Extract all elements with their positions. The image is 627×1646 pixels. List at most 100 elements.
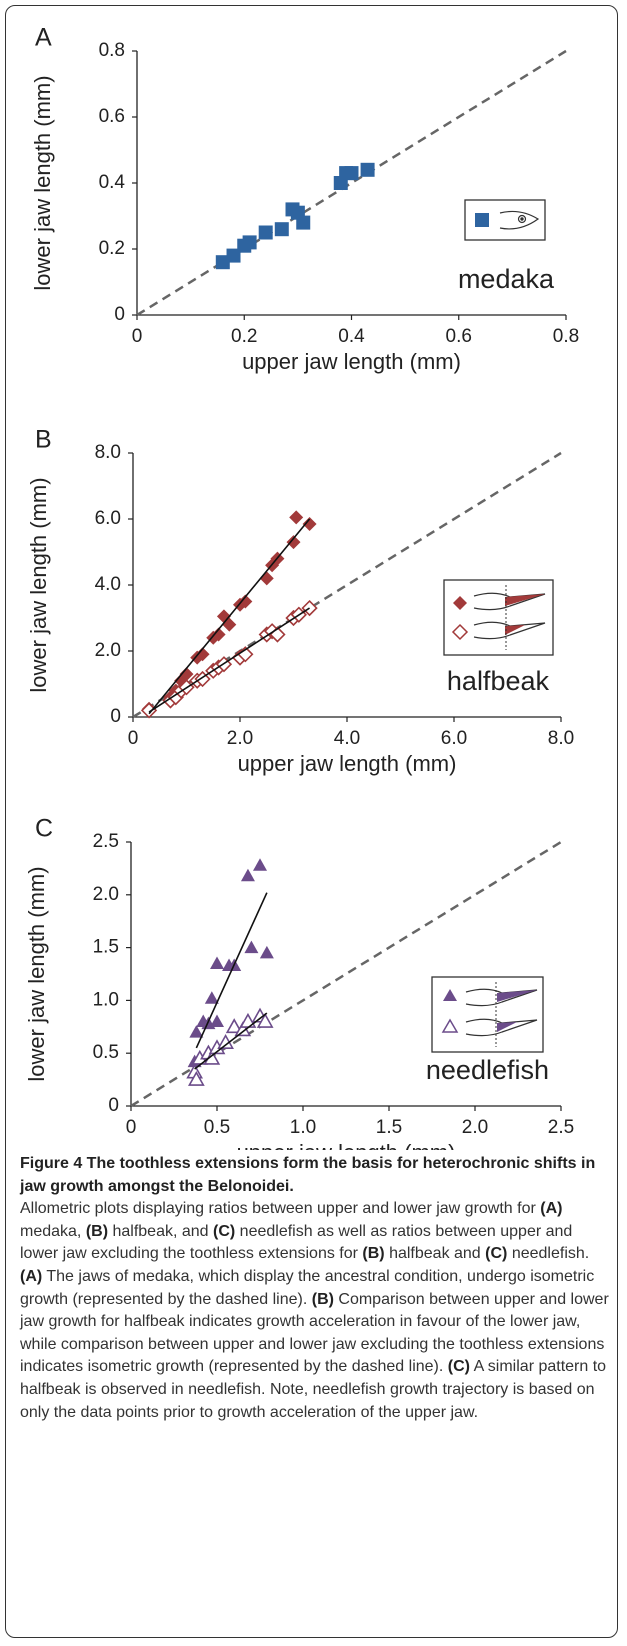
point bbox=[189, 1025, 204, 1038]
point bbox=[302, 516, 317, 531]
point bbox=[344, 166, 359, 181]
fish-icon bbox=[473, 621, 546, 640]
y-tick-label: 0 bbox=[108, 1095, 119, 1116]
y-tick-label: 1.5 bbox=[93, 937, 119, 958]
legend-marker bbox=[451, 623, 469, 641]
fish-jaw bbox=[497, 990, 537, 1002]
x-tick-label: 2.0 bbox=[462, 1117, 488, 1138]
caption-panel-ref: (B) bbox=[311, 1290, 334, 1308]
x-tick-label: 4.0 bbox=[334, 728, 360, 749]
y-tick-label: 8.0 bbox=[95, 442, 121, 463]
x-tick-label: 2.5 bbox=[548, 1117, 574, 1138]
figure-frame bbox=[5, 5, 618, 1638]
point bbox=[210, 1014, 224, 1028]
caption-text: medaka, bbox=[20, 1222, 86, 1240]
point bbox=[274, 222, 289, 237]
legend-marker bbox=[453, 596, 467, 610]
y-tick-label: 0.8 bbox=[99, 40, 125, 61]
panel-letter: C bbox=[35, 815, 53, 843]
legend-box bbox=[431, 976, 544, 1053]
fish-icon bbox=[465, 1018, 538, 1037]
point bbox=[289, 510, 304, 525]
y-tick-label: 4.0 bbox=[95, 574, 121, 595]
y-axis-title: lower jaw length (mm) bbox=[26, 477, 51, 692]
legend-a bbox=[464, 199, 546, 241]
species-label: medaka bbox=[458, 264, 555, 294]
caption-panel-ref: (C) bbox=[485, 1245, 508, 1263]
fish-pupil bbox=[520, 217, 524, 221]
panel-letter: A bbox=[35, 24, 52, 52]
legend-marker bbox=[443, 989, 457, 1001]
caption-text: A similar pattern to halfbeak is observe… bbox=[20, 1358, 607, 1421]
fish-jaw bbox=[497, 1022, 517, 1032]
caption-panel-ref: (A) bbox=[540, 1200, 563, 1218]
y-tick-label: 6.0 bbox=[95, 508, 121, 529]
legend-marker bbox=[475, 213, 489, 227]
y-tick-label: 0.2 bbox=[99, 238, 125, 259]
point bbox=[256, 1012, 274, 1028]
trend-line bbox=[148, 607, 310, 713]
point bbox=[286, 535, 301, 550]
legend-c bbox=[431, 976, 544, 1053]
point bbox=[179, 667, 194, 682]
y-tick-label: 0 bbox=[110, 706, 121, 727]
x-axis-title: upper jaw length (mm) bbox=[242, 349, 461, 374]
point bbox=[242, 235, 257, 250]
y-tick-label: 0 bbox=[114, 304, 125, 325]
x-tick-label: 1.5 bbox=[376, 1117, 402, 1138]
point bbox=[211, 627, 226, 642]
x-tick-label: 0.8 bbox=[553, 326, 579, 347]
fish-jaw bbox=[505, 625, 525, 635]
caption-text: needlefish. bbox=[507, 1245, 590, 1263]
figure-caption: Figure 4 The toothless extensions form t… bbox=[20, 1153, 610, 1424]
trend-line bbox=[195, 892, 268, 1049]
point bbox=[210, 956, 224, 969]
x-axis-title: upper jaw length (mm) bbox=[237, 1140, 456, 1150]
y-tick-label: 0.4 bbox=[99, 172, 126, 193]
x-tick-label: 0 bbox=[126, 1117, 137, 1138]
fish-eye bbox=[517, 214, 527, 224]
point bbox=[204, 991, 219, 1004]
fish-icon bbox=[499, 210, 540, 230]
point bbox=[187, 1070, 205, 1086]
fish-jaw bbox=[505, 594, 545, 606]
y-tick-label: 0.6 bbox=[99, 106, 125, 127]
legend-box bbox=[443, 579, 554, 656]
point bbox=[238, 594, 253, 609]
x-tick-label: 0 bbox=[128, 728, 139, 749]
caption-text: The jaws of medaka, which display the an… bbox=[20, 1267, 595, 1308]
caption-panel-ref: (B) bbox=[362, 1245, 385, 1263]
point bbox=[244, 940, 259, 954]
legend-marker bbox=[441, 1018, 459, 1033]
legend-box bbox=[464, 199, 546, 241]
isometric-line bbox=[136, 49, 567, 317]
panel-letter: B bbox=[35, 426, 52, 454]
species-label: halfbeak bbox=[447, 666, 550, 696]
point bbox=[215, 255, 230, 270]
x-tick-label: 8.0 bbox=[548, 728, 574, 749]
point bbox=[259, 945, 274, 959]
figure-charts: A 0 0.2 0.4 0.6 0.8 0 0.2 0.4 0.6 0.8 upper jaw len… bbox=[24, 24, 579, 1150]
y-axis-title: lower jaw length (mm) bbox=[24, 866, 49, 1081]
point bbox=[296, 215, 311, 230]
caption-text: Allometric plots displaying ratios betwe… bbox=[20, 1200, 541, 1218]
x-tick-label: 0.5 bbox=[204, 1117, 230, 1138]
point bbox=[226, 248, 241, 263]
y-tick-label: 2.0 bbox=[93, 884, 119, 905]
x-tick-label: 0.2 bbox=[231, 326, 257, 347]
trend-line bbox=[148, 518, 311, 715]
y-axis-title: lower jaw length (mm) bbox=[30, 75, 55, 290]
caption-text: halfbeak, and bbox=[108, 1222, 213, 1240]
x-tick-label: 0.4 bbox=[338, 326, 365, 347]
point bbox=[240, 868, 255, 882]
point bbox=[253, 858, 267, 871]
point bbox=[195, 647, 210, 662]
species-label: needlefish bbox=[426, 1055, 549, 1085]
y-tick-label: 1.0 bbox=[93, 989, 119, 1010]
isometric-line bbox=[130, 840, 562, 1108]
caption-panel-ref: (A) bbox=[20, 1267, 43, 1285]
point bbox=[360, 162, 375, 177]
caption-panel-ref: (C) bbox=[447, 1358, 470, 1376]
x-tick-label: 6.0 bbox=[441, 728, 467, 749]
x-tick-label: 0.6 bbox=[446, 326, 472, 347]
